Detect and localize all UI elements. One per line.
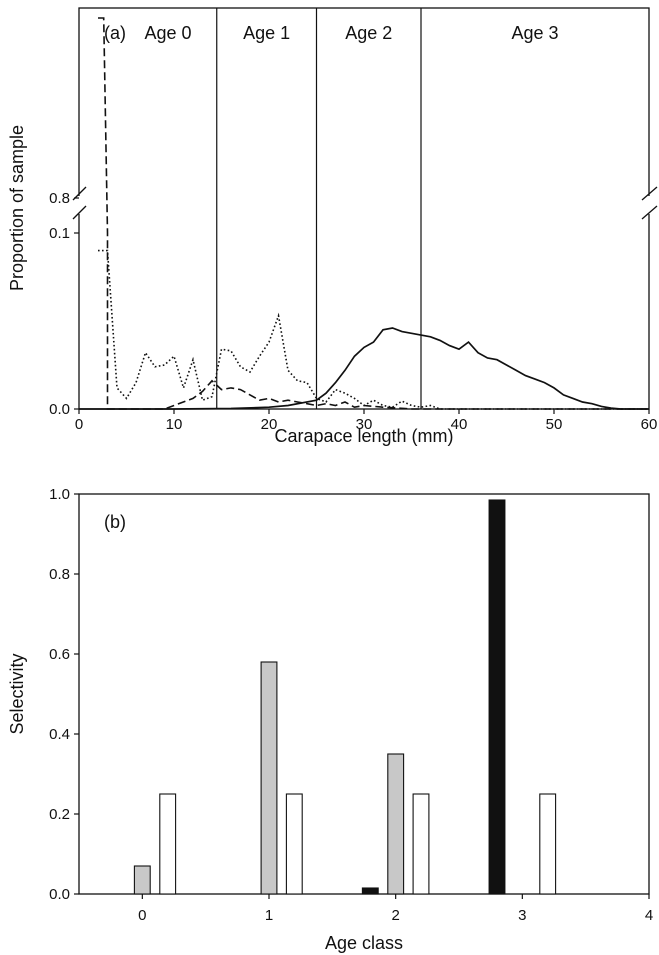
y-tick-label: 0.8 <box>49 190 70 207</box>
panel-b-xlabel: Age class <box>325 933 403 953</box>
x-tick-label: 1 <box>265 907 273 924</box>
bar <box>260 661 278 895</box>
x-tick-label: 4 <box>645 907 653 924</box>
panel-a-label: (a) <box>104 23 126 43</box>
x-tick-label: 0 <box>138 907 146 924</box>
bar <box>133 865 151 895</box>
bar <box>285 793 303 895</box>
x-tick-label: 0 <box>75 416 83 433</box>
bar <box>488 499 506 895</box>
y-tick-label: 1.0 <box>49 486 70 503</box>
right-break-mark-top <box>641 186 658 201</box>
panel-b: 0 1 2 3 4 0.0 0.2 0.4 0.6 0.8 1.0 (b) Age class Se… <box>7 486 653 953</box>
bar <box>539 793 557 895</box>
bar <box>361 887 379 895</box>
panel-b-label: (b) <box>104 512 126 532</box>
right-break-mark-bottom <box>641 205 658 220</box>
bar <box>387 753 405 895</box>
left-break-mark-bottom <box>72 205 87 220</box>
panel-b-ylabel: Selectivity <box>7 653 27 734</box>
series-line-dotted <box>98 249 649 410</box>
panel-a: 0 10 20 30 40 50 60 0.0 0.1 0.8 Age 0 Age 1 Age 2 Ag… <box>7 7 658 446</box>
y-tick-label: 0.0 <box>49 401 70 418</box>
y-tick-label: 0.2 <box>49 806 70 823</box>
x-tick-label: 40 <box>451 416 468 433</box>
age-label: Age 1 <box>243 23 290 43</box>
x-tick-label: 3 <box>518 907 526 924</box>
bar <box>412 793 430 895</box>
bar <box>159 793 177 895</box>
y-tick-label: 0.6 <box>49 646 70 663</box>
age-label: Age 3 <box>511 23 558 43</box>
y-tick-label: 0.1 <box>49 225 70 242</box>
x-tick-label: 30 <box>356 416 373 433</box>
panel-a-frame <box>78 7 650 410</box>
series-line-dashed <box>98 17 649 410</box>
x-tick-label: 2 <box>391 907 399 924</box>
y-tick-label: 0.0 <box>49 886 70 903</box>
age-label: Age 0 <box>144 23 191 43</box>
series-line-solid <box>79 327 649 410</box>
x-tick-label: 60 <box>641 416 658 433</box>
x-tick-label: 20 <box>261 416 278 433</box>
x-tick-label: 10 <box>166 416 183 433</box>
panel-a-xlabel: Carapace length (mm) <box>274 426 453 446</box>
y-tick-label: 0.8 <box>49 566 70 583</box>
age-label: Age 2 <box>345 23 392 43</box>
x-tick-label: 50 <box>546 416 563 433</box>
y-tick-label: 0.4 <box>49 726 70 743</box>
panel-a-ylabel: Proportion of sample <box>7 125 27 291</box>
